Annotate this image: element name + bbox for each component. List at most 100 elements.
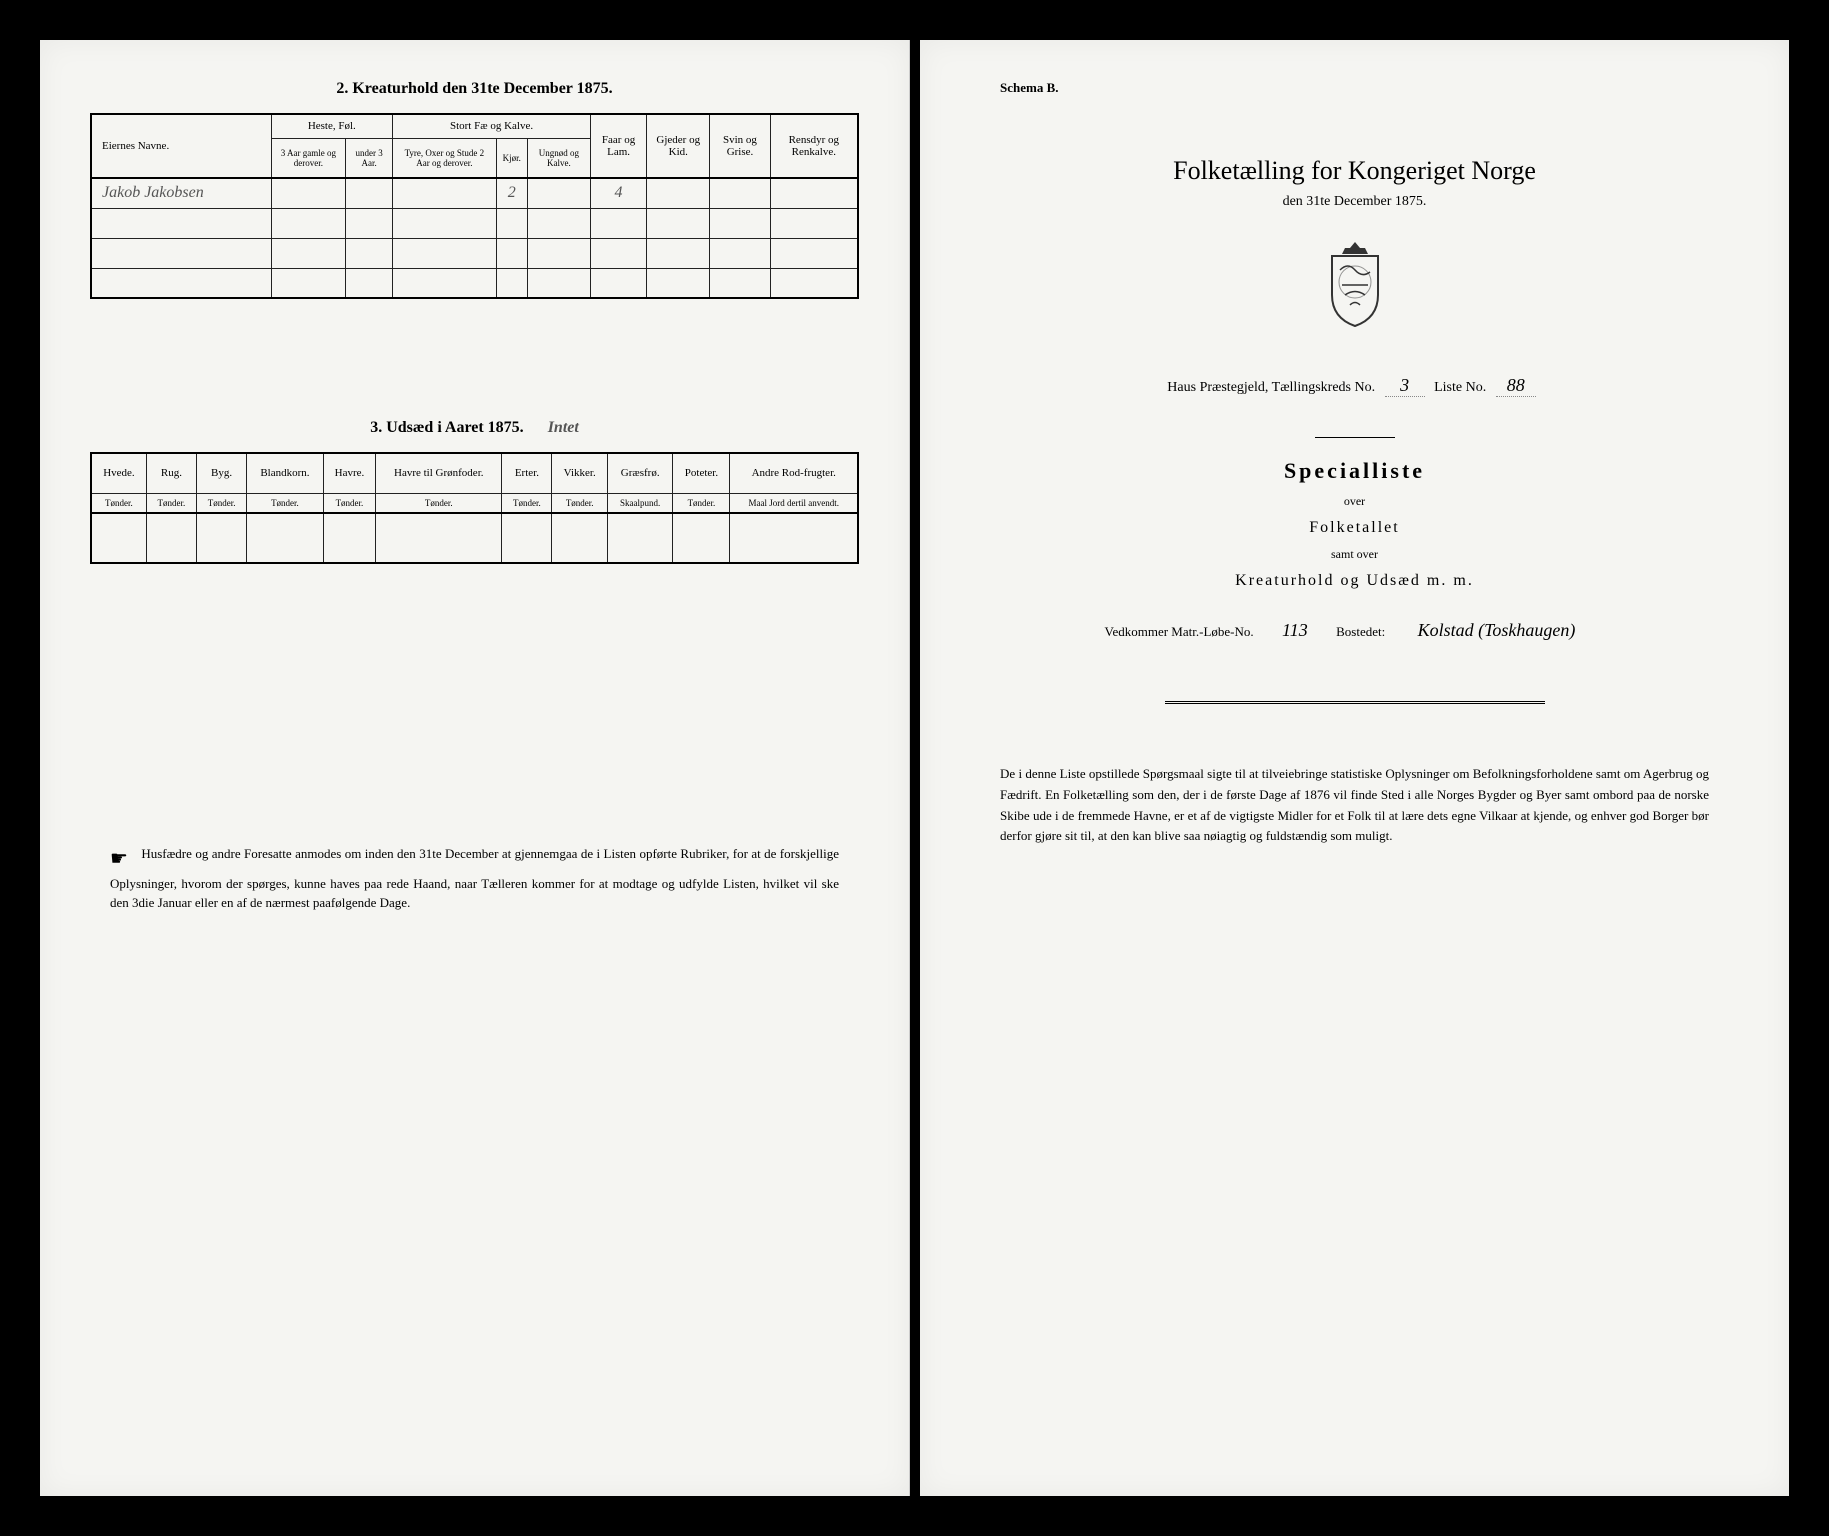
section-3-hw: Intet (548, 419, 579, 436)
cell (607, 513, 673, 563)
bostedet-value: Kolstad (Toskhaugen) (1396, 620, 1596, 641)
cell (346, 268, 393, 298)
col-h: Erter. (502, 453, 552, 493)
coat-of-arms-icon (970, 240, 1739, 335)
right-page: Schema B. Folketælling for Kongeriget No… (920, 40, 1789, 1496)
cell (770, 238, 858, 268)
col-h: Hvede. (91, 453, 146, 493)
cell (527, 178, 590, 208)
col-s: Maal Jord dertil anvendt. (730, 493, 858, 513)
cell (647, 178, 710, 208)
cell (552, 513, 607, 563)
col-h: Havre til Grønfoder. (376, 453, 502, 493)
col-s: Tønder. (376, 493, 502, 513)
livestock-table: Eiernes Navne. Heste, Føl. Stort Fæ og K… (90, 113, 859, 299)
cell (146, 513, 196, 563)
cell (346, 178, 393, 208)
vedkommer-line: Vedkommer Matr.-Løbe-No. 113 Bostedet: K… (970, 620, 1739, 641)
col-s: Skaalpund. (607, 493, 673, 513)
cell (393, 268, 496, 298)
section-3-title: 3. Udsæd i Aaret 1875. Intet (90, 419, 859, 437)
special-title: Specialliste (970, 458, 1739, 484)
cell (346, 238, 393, 268)
cell (590, 268, 646, 298)
right-footer: De i denne Liste opstillede Spørgsmaal s… (970, 764, 1739, 847)
kreds-no: 3 (1385, 375, 1425, 397)
cell: 2 (496, 178, 527, 208)
cell (393, 208, 496, 238)
cell (271, 268, 346, 298)
section-2-title: 2. Kreaturhold den 31te December 1875. (90, 80, 859, 98)
cell (590, 208, 646, 238)
samt-label: samt over (970, 547, 1739, 562)
liste-no: 88 (1496, 375, 1536, 397)
cell (91, 238, 271, 268)
page-title: Folketælling for Kongeriget Norge (970, 156, 1739, 186)
over-label: over (970, 494, 1739, 509)
cell (710, 208, 770, 238)
schema-label: Schema B. (1000, 80, 1739, 96)
parish-prefix: Haus Præstegjeld, Tællingskreds No. (1167, 380, 1375, 395)
cell (502, 513, 552, 563)
cell (647, 208, 710, 238)
page-subtitle: den 31te December 1875. (970, 194, 1739, 210)
col-sheep: Faar og Lam. (590, 114, 646, 178)
cell (323, 513, 375, 563)
long-divider (1165, 701, 1545, 704)
cell (393, 178, 496, 208)
pointing-hand-icon: ☛ (110, 844, 128, 874)
col-horse-u3: under 3 Aar. (346, 138, 393, 178)
col-h: Havre. (323, 453, 375, 493)
col-s: Tønder. (323, 493, 375, 513)
col-h: Vikker. (552, 453, 607, 493)
table-row (91, 208, 858, 238)
col-h: Blandkorn. (247, 453, 324, 493)
section-3-label: 3. Udsæd i Aaret 1875. (370, 419, 524, 436)
cell (91, 268, 271, 298)
col-s: Tønder. (91, 493, 146, 513)
parish-line: Haus Præstegjeld, Tællingskreds No. 3 Li… (970, 375, 1739, 397)
col-bull: Tyre, Oxer og Stude 2 Aar og derover. (393, 138, 496, 178)
cell (527, 208, 590, 238)
col-h: Byg. (197, 453, 247, 493)
cell (496, 208, 527, 238)
divider (1315, 437, 1395, 438)
table-row: Jakob Jakobsen 2 4 (91, 178, 858, 208)
cell (647, 238, 710, 268)
col-h: Andre Rod-frugter. (730, 453, 858, 493)
matr-no: 113 (1265, 620, 1325, 641)
cell (647, 268, 710, 298)
cell (730, 513, 858, 563)
matr-prefix: Vedkommer Matr.-Løbe-No. (1105, 624, 1254, 639)
liste-label: Liste No. (1434, 380, 1486, 395)
cell (376, 513, 502, 563)
col-s: Tønder. (673, 493, 730, 513)
group-cattle: Stort Fæ og Kalve. (393, 114, 591, 138)
cell (393, 238, 496, 268)
footer-text: Husfædre og andre Foresatte anmodes om i… (110, 846, 839, 911)
cell (271, 178, 346, 208)
folketallet-label: Folketallet (970, 519, 1739, 537)
table-row (91, 513, 858, 563)
col-reindeer: Rensdyr og Renkalve. (770, 114, 858, 178)
cell (346, 208, 393, 238)
col-s: Tønder. (247, 493, 324, 513)
left-footer: ☛ Husfædre og andre Foresatte anmodes om… (90, 844, 859, 913)
table-row (91, 268, 858, 298)
livestock-body: Jakob Jakobsen 2 4 (91, 178, 858, 298)
cell (197, 513, 247, 563)
group-horses: Heste, Føl. (271, 114, 393, 138)
col-pigs: Svin og Grise. (710, 114, 770, 178)
cell (91, 208, 271, 238)
cell (673, 513, 730, 563)
col-s: Tønder. (146, 493, 196, 513)
col-goats: Gjeder og Kid. (647, 114, 710, 178)
col-s: Tønder. (502, 493, 552, 513)
cell (247, 513, 324, 563)
cell (770, 208, 858, 238)
owner-cell: Jakob Jakobsen (91, 178, 271, 208)
bostedet-label: Bostedet: (1336, 624, 1385, 639)
cell (710, 268, 770, 298)
owner-header: Eiernes Navne. (91, 114, 271, 178)
col-cow: Kjør. (496, 138, 527, 178)
